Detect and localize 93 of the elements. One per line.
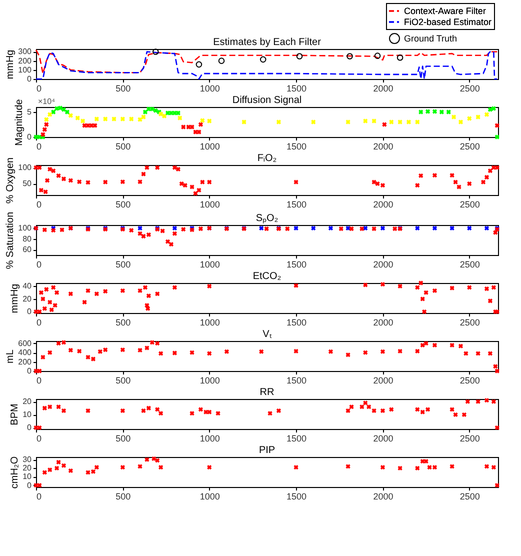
x-tick-label: 500 [116,200,131,210]
chart-title: FᵢO₂ [257,153,277,164]
x-tick-label: 0 [36,492,42,502]
x-tick-label: 2000 [373,84,394,94]
x-tick-label: 0 [36,84,42,94]
x-tick-label: 1000 [200,260,220,270]
x-tick-label: 2500 [460,434,480,444]
x-tick-label: 1000 [200,142,220,152]
x-tick-label: 1500 [286,260,307,270]
x-tick-label: 1000 [200,200,220,210]
y-tick-label: 300 [18,47,32,56]
x-tick-label: 1000 [200,84,220,94]
x-tick-label: 2500 [460,200,480,210]
x-tick-label: 2000 [373,142,394,152]
x-tick-label: 2500 [460,84,480,94]
y-tick-label: 10 [22,410,32,420]
x-tick-label: 1000 [200,434,220,444]
legend-label: Ground Truth [404,34,458,44]
x-tick-label: 1000 [200,492,220,502]
x-tick-label: 2500 [460,318,480,328]
y-axis-title: mmHg [5,50,16,80]
x-tick-label: 1500 [286,434,307,444]
y-tick-label: 50 [22,179,32,188]
y-axis-title: % Oxygen [5,157,16,204]
x-tick-label: 500 [116,434,131,444]
chart-title: EtCO₂ [252,271,282,282]
y-tick-label: 60 [22,245,32,254]
y-tick-label: 400 [18,348,32,358]
x-tick-label: 500 [116,84,131,94]
chart-title: PIP [258,445,276,456]
x-tick-label: 1500 [286,376,307,386]
y-tick-label: 100 [18,163,32,172]
chart-title: SₚO₂ [256,213,278,224]
x-tick-label: 1500 [286,318,307,328]
y-tick-label: 80 [22,234,32,244]
y-axis-title: mmHg [10,284,21,314]
y-tick-label: 40 [22,282,32,291]
x-tick-label: 1500 [286,200,307,210]
x-tick-label: 2000 [373,492,394,502]
x-tick-label: 1000 [200,318,220,328]
x-tick-label: 1500 [286,84,307,94]
y-tick-label: 600 [18,338,32,348]
x-tick-label: 1500 [286,142,307,152]
legend-label: Context-Aware Filter [404,6,486,16]
x-tick-label: 2000 [373,260,394,270]
x-tick-label: 500 [116,318,131,328]
y-tick-label: 20 [22,464,32,473]
x-tick-label: 0 [36,142,42,152]
x-tick-label: 2500 [460,260,480,270]
y-tick-label: 100 [18,65,32,74]
x-tick-label: 0 [36,434,42,444]
x-tick-label: 2000 [373,376,394,386]
x-tick-label: 2000 [373,200,394,210]
y-axis-title: % Saturation [5,212,16,270]
y-tick-label: 0 [27,307,32,316]
chart-title: Estimates by Each Filter [213,37,322,48]
x-tick-label: 1000 [200,376,220,386]
x-tick-label: 2000 [373,434,394,444]
y-axis-title: BPM [10,404,21,426]
y-tick-label: 0 [27,132,32,142]
y-tick-label: 100 [18,224,32,233]
x-tick-label: 500 [116,492,131,502]
text: ×10⁴ [38,97,56,106]
y-tick-label: 0 [27,423,32,432]
x-tick-label: 500 [116,260,131,270]
chart-title: Vₜ [262,329,272,340]
x-tick-label: 0 [36,376,42,386]
chart-title: Diffusion Signal [232,95,302,106]
legend-label: FiO2-based Estimator [404,17,492,27]
y-axis-title: mL [5,349,16,364]
y-tick-label: 200 [18,357,32,366]
y-tick-label: 20 [22,397,32,406]
y-tick-label: 30 [22,455,32,464]
y-tick-label: 0 [27,480,32,490]
x-tick-label: 0 [36,318,42,328]
y-tick-label: 0 [27,366,32,376]
x-tick-label: 500 [116,142,131,152]
y-tick-label: 200 [18,56,32,66]
x-tick-label: 2500 [460,492,480,502]
chart-title: RR [260,387,274,398]
x-tick-label: 0 [36,260,42,270]
x-tick-label: 2000 [373,318,394,328]
y-tick-label: 0 [27,74,32,84]
x-tick-label: 1500 [286,492,307,502]
x-tick-label: 2500 [460,376,480,386]
y-axis-title: cmH₂O [10,456,21,489]
y-tick-label: 10 [22,472,32,482]
y-tick-label: 5 [27,108,32,116]
x-tick-label: 2500 [460,142,480,152]
y-axis-title: Magnitude [14,98,26,146]
y-tick-label: 20 [22,294,32,304]
x-tick-label: 500 [116,376,131,386]
x-tick-label: 0 [36,200,42,210]
